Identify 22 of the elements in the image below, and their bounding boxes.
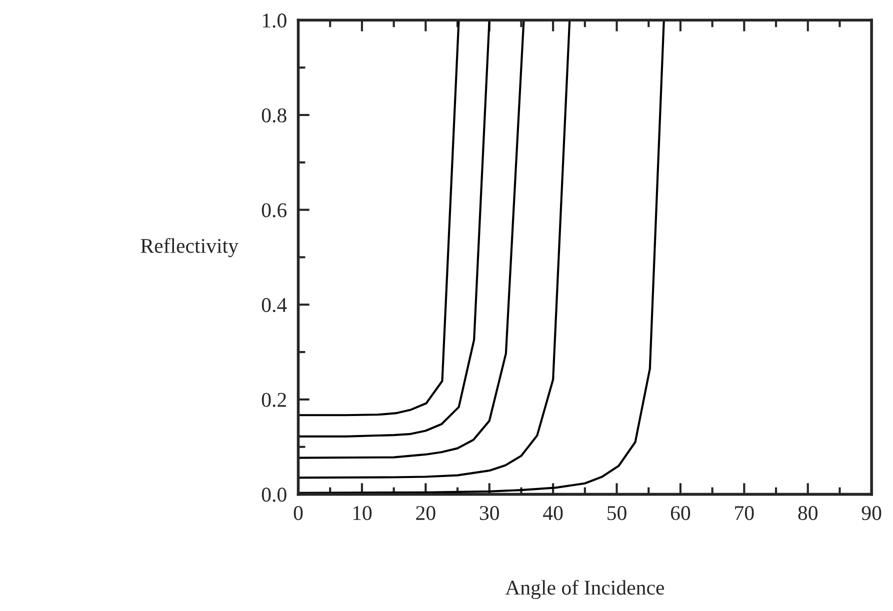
x-tick-label: 30	[480, 506, 499, 520]
y-axis-title: Reflectivity	[140, 238, 238, 258]
x-tick-label: 70	[735, 506, 754, 520]
x-tick-label: 80	[798, 506, 818, 520]
y-tick-label: 0.8	[262, 108, 286, 123]
x-tick-label: 40	[543, 506, 563, 520]
line-series	[298, 20, 571, 479]
line-series	[298, 20, 490, 438]
line-series	[298, 20, 460, 416]
x-tick-label: 90	[862, 506, 882, 520]
y-tick-label: 0.0	[262, 488, 286, 502]
line-series	[298, 20, 525, 459]
x-tick-label: 0	[294, 506, 303, 520]
y-tick-label: 0.2	[262, 392, 286, 407]
y-tick-label: 1.0	[262, 14, 286, 28]
x-tick-label: 60	[670, 506, 690, 520]
x-tick-label: 50	[608, 506, 626, 520]
y-tick-label: 0.6	[262, 203, 287, 218]
x-tick-label: 20	[416, 506, 436, 520]
x-tick-label: 10	[353, 506, 372, 520]
y-tick-label: 0.4	[262, 298, 287, 312]
x-axis-title: Angle of Incidence	[505, 580, 664, 600]
